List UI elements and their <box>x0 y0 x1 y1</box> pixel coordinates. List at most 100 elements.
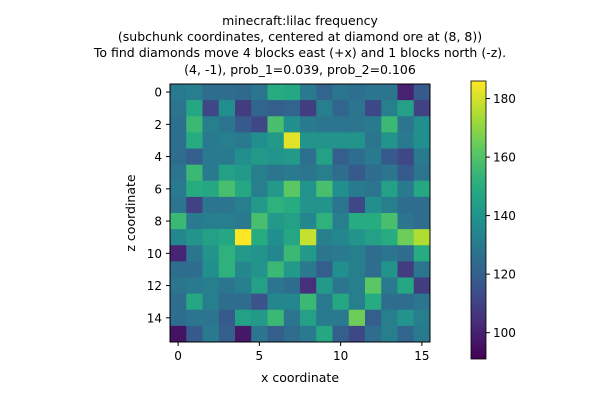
y-tick-label: 6 <box>154 182 162 196</box>
heatmap-cell <box>300 148 317 166</box>
heatmap-cell <box>170 309 187 327</box>
heatmap-cell <box>332 245 350 262</box>
heatmap-cell <box>251 229 268 246</box>
heatmap-cell <box>348 148 366 166</box>
heatmap-cell <box>365 213 382 230</box>
heatmap-cell <box>316 148 333 166</box>
heatmap-cell <box>267 325 285 343</box>
heatmap-cell <box>267 164 285 182</box>
heatmap-cell <box>381 132 398 149</box>
heatmap-cell <box>283 261 301 278</box>
heatmap-cell <box>316 84 333 101</box>
heatmap-cell <box>267 132 285 149</box>
heatmap-cell <box>365 116 382 133</box>
heatmap-cell <box>413 277 431 295</box>
heatmap-cell <box>348 261 366 278</box>
heatmap-cell <box>397 116 415 133</box>
heatmap-cell <box>251 84 268 101</box>
heatmap-cell <box>348 325 366 343</box>
heatmap-cell <box>218 84 236 101</box>
heatmap-cell <box>397 277 415 295</box>
heatmap-cell <box>283 196 301 214</box>
heatmap-cell <box>332 277 350 295</box>
heatmap-cell <box>365 148 382 166</box>
heatmap-cell <box>332 309 350 327</box>
heatmap-cell <box>316 325 333 343</box>
heatmap-cell <box>202 180 220 198</box>
heatmap-cell <box>381 325 398 343</box>
heatmap-cell <box>300 116 317 133</box>
heatmap-cell <box>316 213 333 230</box>
heatmap-cell <box>413 164 431 182</box>
heatmap-cell <box>186 196 203 214</box>
heatmap-cell <box>365 164 382 182</box>
heatmap-cell <box>235 293 252 311</box>
heatmap-cell <box>316 293 333 311</box>
heatmap-cell <box>316 277 333 295</box>
heatmap-cell <box>186 148 203 166</box>
heatmap-cell <box>300 164 317 182</box>
heatmap-cell <box>251 261 268 278</box>
colorbar: 100 120 140 160 180 <box>470 80 516 360</box>
heatmap-cell <box>413 293 431 311</box>
heatmap-cell <box>235 164 252 182</box>
heatmap-cell <box>332 164 350 182</box>
heatmap-cell <box>218 213 236 230</box>
heatmap-cell <box>186 180 203 198</box>
colorbar-gradient <box>470 80 487 360</box>
heatmap-cell <box>365 100 382 117</box>
heatmap-cell <box>202 245 220 262</box>
heatmap-cell <box>202 196 220 214</box>
heatmap-cell <box>365 245 382 262</box>
heatmap-cell <box>381 116 398 133</box>
colorbar-tick-label: 180 <box>493 92 516 106</box>
heatmap-cell <box>381 245 398 262</box>
heatmap-cell <box>170 132 187 149</box>
heatmap-cell <box>235 213 252 230</box>
heatmap-cell <box>251 245 268 262</box>
heatmap-cell <box>267 245 285 262</box>
x-axis-label: x coordinate <box>261 370 339 385</box>
heatmap-cell <box>316 229 333 246</box>
heatmap-cell <box>397 196 415 214</box>
heatmap-cell <box>381 84 398 101</box>
heatmap-cell <box>316 116 333 133</box>
heatmap-cell <box>348 309 366 327</box>
heatmap-cell <box>397 132 415 149</box>
heatmap-cell <box>283 325 301 343</box>
heatmap-cell <box>235 261 252 278</box>
plot-frame <box>169 83 431 343</box>
heatmap-cell <box>300 132 317 149</box>
heatmap-cell <box>267 229 285 246</box>
heatmap-cell <box>202 148 220 166</box>
x-tick-label: 5 <box>256 349 264 363</box>
heatmap-cell <box>365 325 382 343</box>
heatmap-cell <box>170 100 187 117</box>
heatmap-cell <box>348 293 366 311</box>
heatmap-cell <box>316 164 333 182</box>
heatmap-cell <box>218 100 236 117</box>
heatmap-cell <box>251 325 268 343</box>
heatmap-cell <box>283 84 301 101</box>
heatmap-cell <box>202 309 220 327</box>
heatmap-cell <box>381 293 398 311</box>
heatmap-cell <box>348 196 366 214</box>
heatmap-cell <box>235 180 252 198</box>
heatmap-cell <box>413 196 431 214</box>
chart-title-line-1: minecraft:lilac frequency <box>222 13 378 28</box>
heatmap-cell <box>170 229 187 246</box>
y-tick-label: 8 <box>154 215 162 229</box>
heatmap-cell <box>348 229 366 246</box>
heatmap-cell <box>316 180 333 198</box>
heatmap-cell <box>235 277 252 295</box>
heatmap-cell <box>381 213 398 230</box>
heatmap-cell <box>365 196 382 214</box>
heatmap-cell <box>365 309 382 327</box>
heatmap-cell <box>186 84 203 101</box>
heatmap-cell <box>300 229 317 246</box>
heatmap-cell <box>381 309 398 327</box>
heatmap-cell <box>397 229 415 246</box>
x-axis-ticks: 0 5 10 15 <box>174 342 430 363</box>
colorbar-tick-label: 100 <box>493 326 516 340</box>
heatmap-cell <box>251 293 268 311</box>
